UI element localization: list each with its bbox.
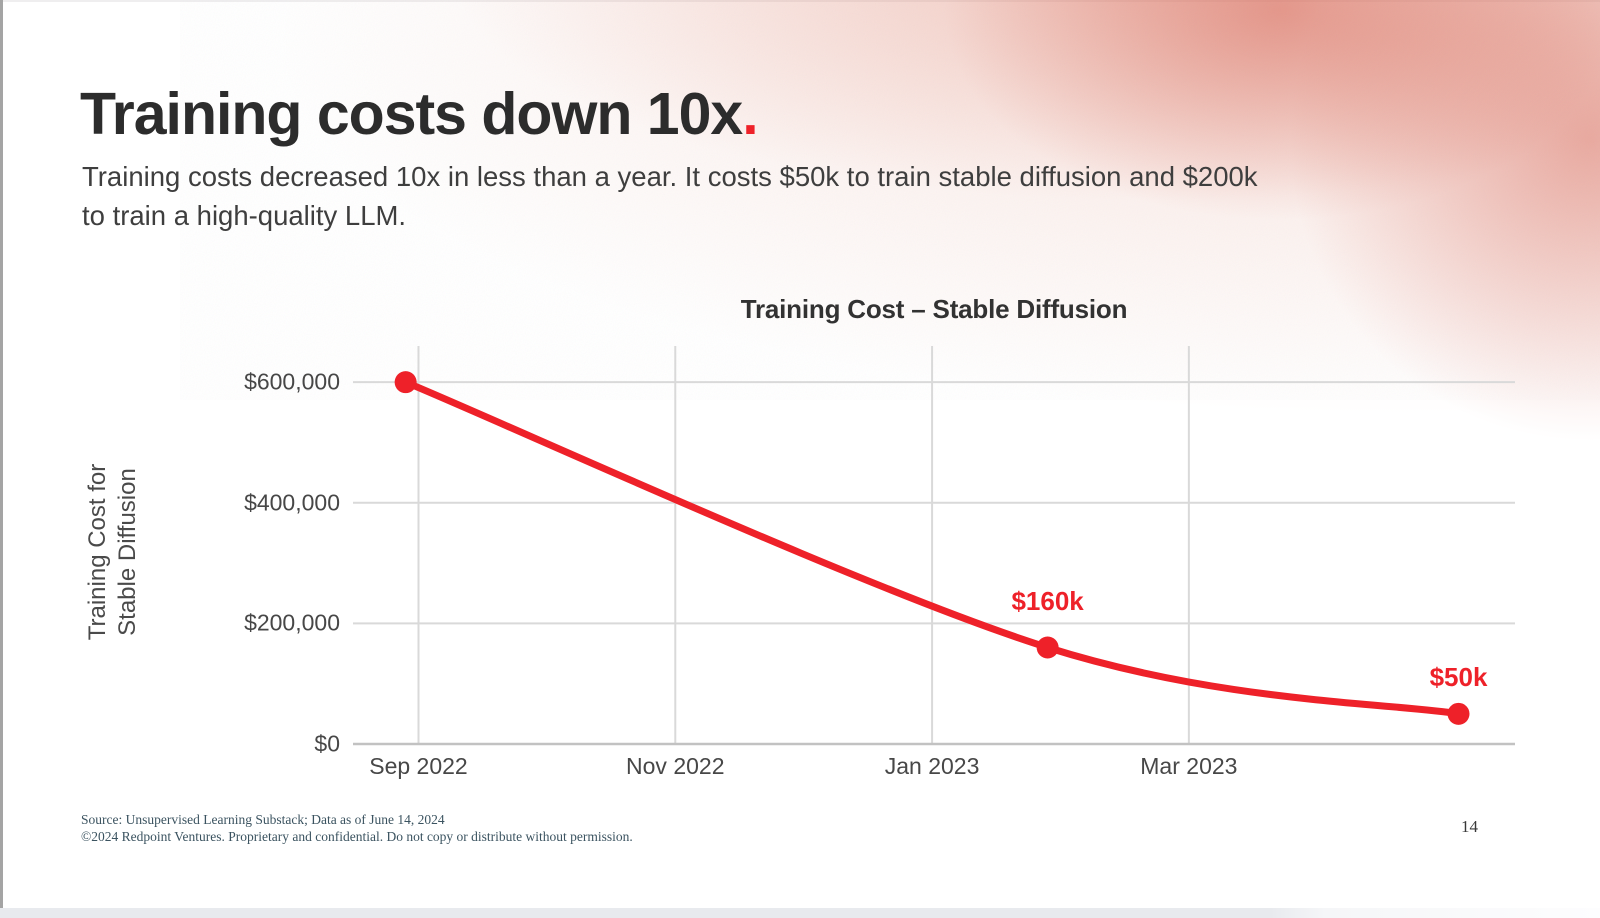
chart-title: Training Cost – Stable Diffusion <box>740 294 1128 324</box>
y-tick-600000: $600,000 <box>244 368 340 395</box>
footer-source-line: Source: Unsupervised Learning Substack; … <box>81 812 445 827</box>
page-title-accent-period: . <box>742 81 758 147</box>
footer-copyright-line: ©2024 Redpoint Ventures. Proprietary and… <box>81 829 633 844</box>
x-tick-nov-2022: Nov 2022 <box>626 753 725 779</box>
data-label-160k: $160k <box>1011 585 1084 616</box>
page-number: 14 <box>1461 817 1478 836</box>
footer-disclaimer: Source: Unsupervised Learning Substack; … <box>81 811 633 845</box>
page-subtitle-line-1: Training costs decreased 10x in less tha… <box>82 161 1258 192</box>
page-subtitle-line-2: to train a high-quality LLM. <box>82 200 407 231</box>
x-tick-sep-2022: Sep 2022 <box>369 753 468 779</box>
left-edge-border <box>0 0 3 908</box>
page-subtitle: Training costs decreased 10x in less tha… <box>82 157 1542 235</box>
page-title: Training costs down 10x. <box>80 80 759 148</box>
data-label-50k: $50k <box>1429 661 1488 692</box>
bottom-app-bar <box>0 908 1600 918</box>
x-tick-jan-2023: Jan 2023 <box>884 753 980 779</box>
y-tick-0: $0 <box>314 730 340 757</box>
page-title-text: Training costs down 10x <box>80 81 743 147</box>
x-tick-mar-2023: Mar 2023 <box>1140 753 1238 779</box>
y-tick-200000: $200,000 <box>244 609 340 636</box>
y-tick-400000: $400,000 <box>244 489 340 516</box>
